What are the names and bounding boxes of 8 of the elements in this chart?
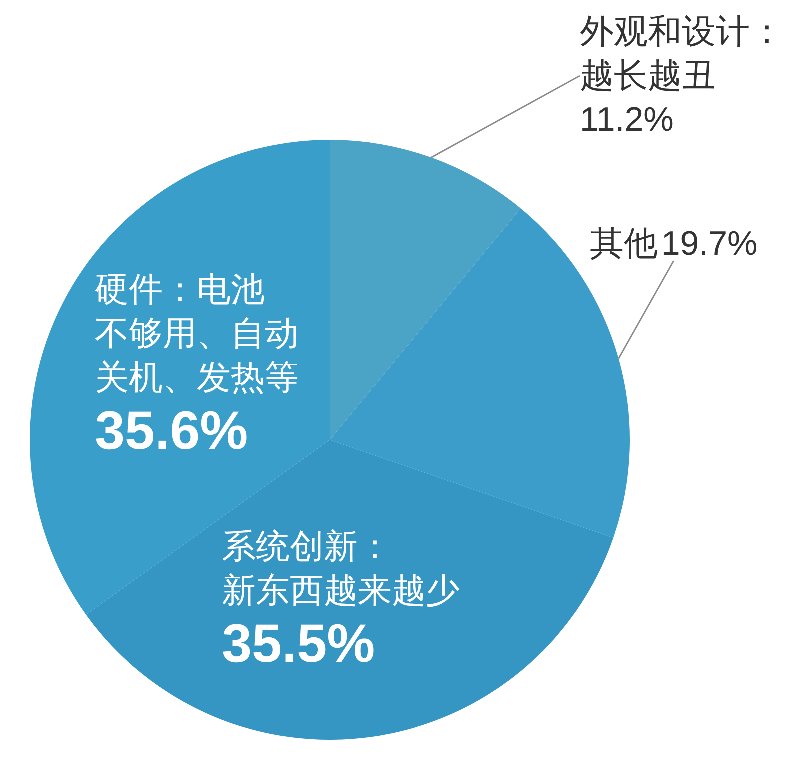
data-label: 35.6% bbox=[95, 401, 248, 461]
slice-label: 其他 bbox=[590, 225, 658, 263]
slice-label: 硬件：电池不够用、自动关机、发热等 bbox=[95, 271, 299, 397]
data-label: 35.5% bbox=[222, 614, 376, 674]
data-label: 19.7% bbox=[661, 225, 758, 263]
slice-label: 系统创新：新东西越来越少 bbox=[222, 528, 460, 610]
data-label: 11.2% bbox=[580, 101, 674, 139]
slice-label: 外观和设计：越长越丑 bbox=[580, 13, 784, 95]
